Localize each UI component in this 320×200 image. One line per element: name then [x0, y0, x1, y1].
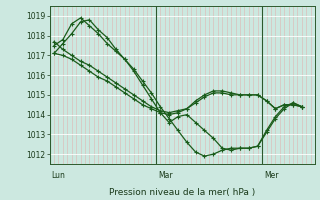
Text: Mer: Mer: [264, 171, 279, 180]
Text: Mar: Mar: [158, 171, 172, 180]
Text: Lun: Lun: [52, 171, 66, 180]
Text: Pression niveau de la mer( hPa ): Pression niveau de la mer( hPa ): [109, 188, 256, 197]
